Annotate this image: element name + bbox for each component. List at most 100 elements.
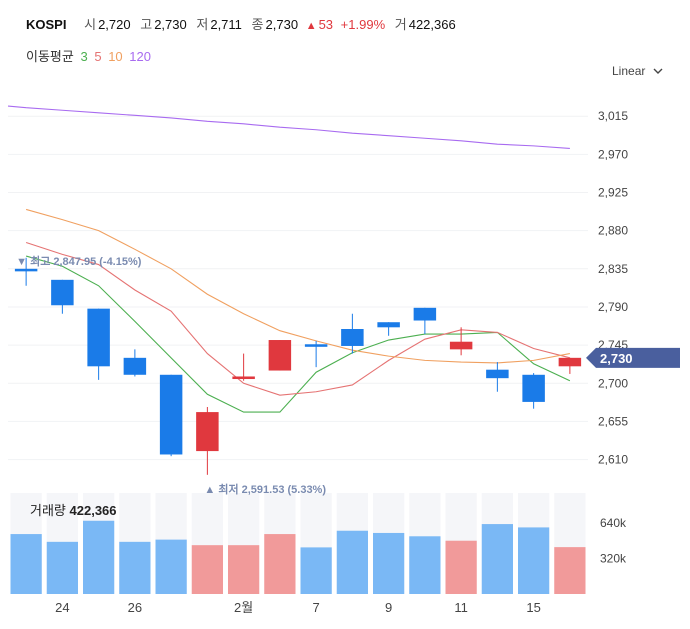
volume-bar [518,527,550,594]
symbol-name: KOSPI [26,17,67,32]
current-price-tag: 2,730 [586,347,680,368]
candle-body [196,412,219,452]
candle-body [51,279,74,306]
volume-bar [373,532,405,594]
candle [304,340,328,368]
y-tick-label: 2,700 [598,376,628,390]
ma-legend-item-3[interactable]: 3 [80,49,88,64]
candle-body [159,374,183,455]
candle [87,308,110,380]
volume-tick-label: 320k [600,551,627,565]
candle [486,362,509,392]
candles [14,257,582,475]
y-tick-label: 2,835 [598,262,628,276]
x-tick-label: 2월 [234,600,253,615]
volume-bar [554,547,586,594]
change-value: 53 [318,17,334,32]
volume-bar [445,540,477,594]
candle [341,313,364,354]
volume-value: 422,366 [408,17,456,32]
candle-body [341,329,364,346]
candle-body [123,357,147,375]
candle-body [232,376,255,380]
candle [268,340,292,371]
volume-panel-value: 422,366 [69,503,117,518]
current-price-value: 2,730 [600,351,633,366]
ma5-line [25,241,571,396]
candle-body [413,307,437,321]
volume-bar [83,520,115,594]
x-tick-label: 11 [454,600,468,615]
y-tick-label: 2,880 [598,224,628,238]
volume-tick-label: 640k [600,516,627,530]
ma10-line [25,208,570,364]
volume-bar [409,536,441,594]
candle-body [486,369,509,379]
price-grid [8,115,588,461]
high-value: 2,730 [154,17,187,32]
candle-body [87,308,110,367]
close-value: 2,730 [265,17,299,32]
low-label: 저 [196,17,209,32]
candle [14,257,38,286]
volume-bar [228,545,260,594]
candle [196,407,219,475]
candle [522,373,545,409]
ma-legend-item-5[interactable]: 5 [94,49,102,64]
open-value: 2,720 [98,17,131,32]
volume-bar [336,530,368,594]
quote-header: KOSPI 시 2,720 고 2,730 저 2,711 종 2,730 ▲ 53 +1… [26,14,456,33]
open-label: 시 [84,17,97,32]
candle [449,327,473,356]
x-tick-label: 26 [128,600,142,615]
volume-bar [46,541,78,594]
moving-average-lines [7,105,571,413]
low-value: 2,711 [210,17,242,32]
y-tick-label: 3,015 [598,109,628,123]
candle-body [14,268,38,272]
candle [123,349,147,377]
scale-selector[interactable]: Linear [612,64,663,78]
ma-legend-label: 이동평균 [26,49,74,64]
change-arrow-icon: ▲ [305,20,317,32]
price-axis: 2,6102,6552,7002,7452,7902,8352,8802,925… [598,109,628,466]
volume-label: 거 [394,17,407,32]
candle [51,279,74,314]
close-label: 종 [251,17,264,32]
candle [413,307,437,335]
y-tick-label: 2,925 [598,186,628,200]
moving-average-legend: 이동평균 3 5 10 120 [26,46,151,65]
x-tick-label: 15 [526,600,540,615]
candle-body [522,374,545,402]
high-annotation: ▼ 최고 2,847.95 (-4.15%) [16,254,142,268]
volume-bar [264,534,296,594]
low-annotation: ▲ 최저 2,591.53 (5.33%) [204,482,326,496]
y-tick-label: 2,970 [598,147,628,161]
candle [159,374,183,457]
ma120-line [7,105,570,149]
ma3-line [25,255,571,413]
high-label: 고 [140,17,153,32]
volume-bars [10,520,586,594]
volume-bar [300,547,332,594]
x-tick-label: 9 [385,600,392,615]
change-percent: +1.99% [340,17,386,32]
y-tick-label: 2,790 [598,300,628,314]
candle-body [558,357,582,367]
x-tick-label: 7 [313,600,320,615]
ma-legend-item-120[interactable]: 120 [129,49,151,64]
volume-bar [481,524,513,594]
volume-bar [10,534,42,594]
volume-bar [155,539,187,594]
volume-bar [191,545,223,594]
volume-panel-label: 거래량 [30,503,66,518]
ma-legend-item-10[interactable]: 10 [108,49,123,64]
volume-panel-title: 거래량 422,366 [30,500,117,519]
scale-selector-label: Linear [612,64,646,78]
candle [377,322,400,336]
volume-bar [119,541,151,594]
candle-body [304,344,328,347]
volume-axis: 320k 640k [600,516,627,566]
candle-body [268,340,292,371]
